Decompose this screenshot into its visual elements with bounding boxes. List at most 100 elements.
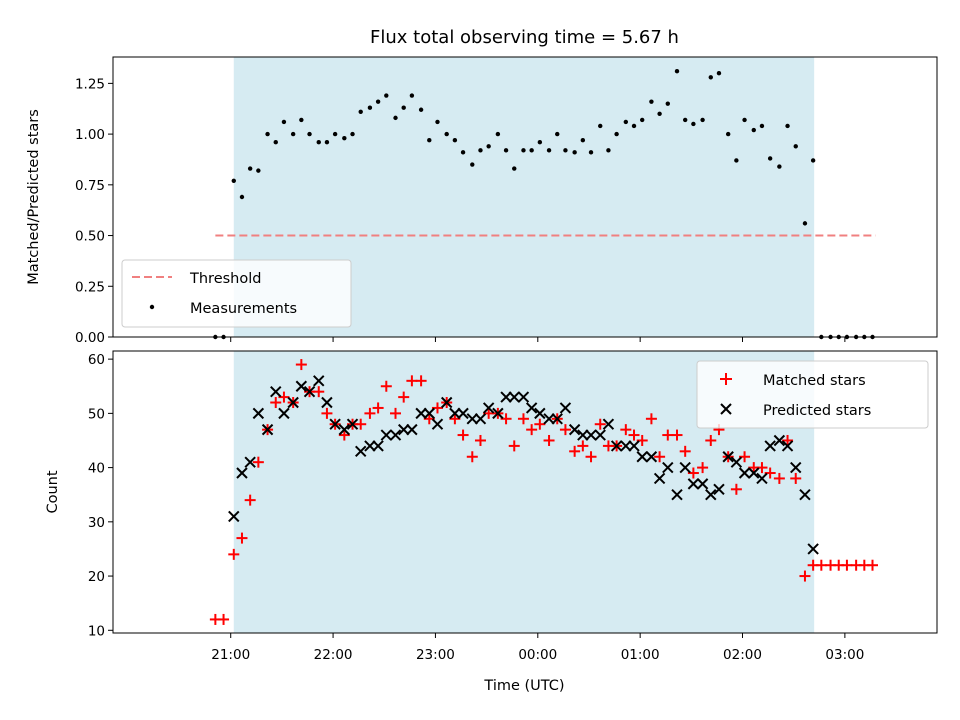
measurement-point bbox=[470, 162, 475, 167]
measurement-point bbox=[316, 140, 321, 145]
bottom-x-tick-label: 02:00 bbox=[723, 647, 762, 663]
predicted-star-point bbox=[653, 472, 666, 485]
predicted-star-point bbox=[636, 451, 648, 463]
measurement-point bbox=[623, 119, 629, 125]
measurement-point bbox=[606, 148, 611, 153]
predicted-star-point bbox=[457, 407, 469, 420]
predicted-star-point bbox=[781, 440, 794, 452]
predicted-star-point bbox=[517, 391, 530, 403]
predicted-star-point bbox=[705, 489, 717, 501]
measurement-point bbox=[239, 194, 245, 200]
matched-star-point bbox=[236, 532, 248, 544]
measurement-point bbox=[665, 101, 670, 106]
matched-star-point bbox=[730, 483, 742, 495]
predicted-star-point bbox=[389, 429, 402, 441]
predicted-star-point bbox=[372, 440, 384, 452]
predicted-star-point bbox=[551, 413, 563, 425]
measurement-point bbox=[435, 119, 440, 125]
top-legend-box bbox=[121, 259, 352, 328]
predicted-star-point bbox=[500, 391, 512, 403]
bottom-y-axis-label: Count bbox=[45, 470, 61, 513]
top-plot-frame bbox=[112, 56, 938, 338]
matched-star-point bbox=[321, 407, 333, 419]
predicted-star-point bbox=[228, 510, 240, 523]
measurement-point bbox=[657, 111, 662, 117]
matched-star-point bbox=[559, 424, 571, 436]
predicted-star-point bbox=[474, 413, 487, 425]
predicted-star-point bbox=[585, 429, 597, 441]
predicted-star-point bbox=[236, 467, 248, 479]
top-y-tick-label: 1.25 bbox=[75, 76, 105, 92]
predicted-star-point bbox=[321, 396, 333, 409]
matched-star-point bbox=[815, 559, 827, 571]
measurement-point bbox=[580, 137, 586, 143]
measurement-point bbox=[350, 131, 355, 137]
matched-star-point bbox=[577, 440, 589, 452]
matched-star-point bbox=[380, 380, 392, 392]
bottom-plot-frame bbox=[112, 350, 938, 634]
matched-star-point bbox=[508, 440, 520, 452]
predicted-star-point bbox=[287, 396, 299, 409]
bottom-x-tick-label: 23:00 bbox=[416, 647, 455, 663]
legend-threshold-label: Threshold bbox=[189, 271, 261, 287]
bottom-y-tick-label: 50 bbox=[88, 406, 105, 422]
legend-predicted-label: Predicted stars bbox=[763, 403, 871, 419]
measurement-point bbox=[640, 117, 645, 123]
matched-star-point bbox=[697, 462, 709, 474]
measurement-point bbox=[725, 131, 731, 137]
measurement-point bbox=[631, 123, 637, 129]
measurement-point bbox=[810, 158, 816, 163]
predicted-star-point bbox=[466, 413, 478, 425]
measurement-point bbox=[793, 144, 798, 149]
matched-stars-series bbox=[209, 359, 879, 625]
measurement-point bbox=[460, 150, 466, 155]
measurement-point bbox=[324, 140, 330, 145]
measurement-point bbox=[708, 75, 713, 80]
predicted-star-point bbox=[270, 385, 282, 398]
predicted-star-point bbox=[380, 429, 393, 441]
predicted-star-point bbox=[559, 402, 572, 414]
matched-star-point bbox=[474, 434, 486, 446]
bottom-panel: 10 20 30 40 50 60 21:00 22:00 23:00 00:00 01:00 02… bbox=[45, 350, 938, 694]
measurement-point bbox=[716, 71, 722, 76]
bottom-y-tick-label: 40 bbox=[88, 461, 105, 477]
measurement-point bbox=[401, 105, 406, 110]
measurement-point bbox=[299, 117, 304, 123]
matched-star-point bbox=[569, 445, 581, 457]
top-y-axis-label: Matched/Predicted stars bbox=[26, 109, 42, 285]
bottom-x-axis: 21:00 22:00 23:00 00:00 01:00 02:00 03:00 bbox=[211, 633, 864, 663]
predicted-star-point bbox=[602, 418, 615, 430]
measurement-point bbox=[598, 123, 603, 129]
legend-predicted-swatch bbox=[720, 403, 732, 415]
bottom-y-tick-label: 20 bbox=[88, 569, 105, 585]
measurement-point bbox=[256, 168, 261, 173]
matched-star-point bbox=[645, 413, 657, 425]
measurement-point bbox=[444, 131, 449, 137]
measurement-point bbox=[529, 148, 534, 153]
predicted-star-point bbox=[594, 429, 606, 441]
predicted-star-point bbox=[543, 413, 555, 425]
bottom-x-axis-label: Time (UTC) bbox=[483, 678, 564, 694]
measurement-point bbox=[521, 148, 526, 153]
top-y-axis: 0.00 0.25 0.50 0.75 1.00 1.25 bbox=[75, 76, 113, 346]
measurement-point bbox=[478, 148, 483, 153]
matched-star-point bbox=[355, 418, 367, 430]
predicted-star-point bbox=[525, 402, 538, 414]
matched-star-point bbox=[799, 570, 811, 582]
bottom-legend-box bbox=[696, 360, 929, 429]
predicted-star-point bbox=[295, 380, 308, 392]
measurement-point bbox=[759, 123, 765, 129]
measurement-point bbox=[674, 69, 680, 74]
measurement-point bbox=[265, 131, 270, 137]
matched-star-point bbox=[526, 424, 538, 436]
matched-star-point bbox=[773, 472, 785, 484]
measurement-point bbox=[614, 131, 619, 137]
predicted-star-point bbox=[568, 423, 581, 436]
predicted-star-point bbox=[696, 478, 709, 490]
legend-matched-label: Matched stars bbox=[763, 373, 866, 389]
predicted-star-point bbox=[406, 423, 418, 436]
predicted-star-point bbox=[252, 407, 265, 420]
predicted-star-point bbox=[534, 407, 546, 420]
measurement-point bbox=[742, 117, 747, 123]
bottom-x-tick-label: 00:00 bbox=[518, 647, 557, 663]
